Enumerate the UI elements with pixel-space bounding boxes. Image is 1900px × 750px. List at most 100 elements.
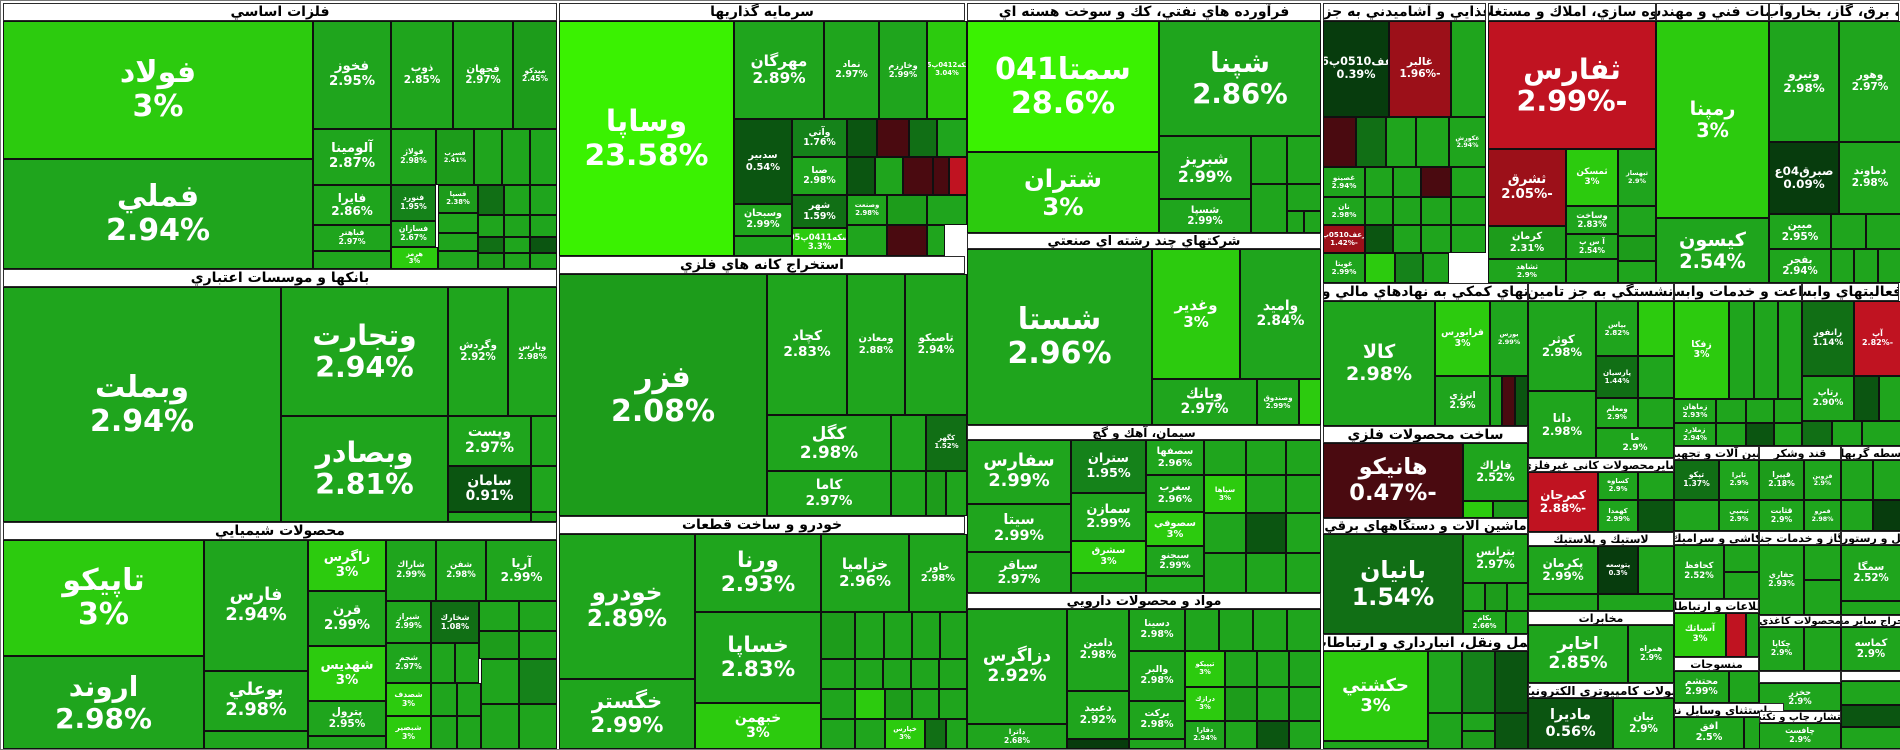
stock-tile-small[interactable] [1841, 727, 1900, 749]
stock-tile[interactable]: شهديس 3% [308, 646, 386, 701]
stock-tile[interactable]: پتوسعه 0.3% [1598, 546, 1638, 594]
stock-tile[interactable]: واميد 2.84% [1240, 249, 1321, 379]
stock-tile[interactable]: وتجارت 2.94% [281, 287, 448, 416]
stock-tile-small[interactable] [1618, 206, 1656, 236]
stock-tile[interactable] [1287, 136, 1321, 184]
stock-tile-small[interactable] [1286, 513, 1321, 553]
stock-tile-small[interactable] [1485, 583, 1507, 611]
stock-tile-small[interactable] [1451, 167, 1486, 197]
stock-tile-small[interactable] [530, 237, 557, 253]
stock-tile[interactable]: نيان 2.9% [1613, 698, 1674, 749]
stock-tile[interactable] [1638, 356, 1674, 398]
stock-tile-small[interactable] [502, 129, 530, 185]
stock-tile[interactable]: فباهنر 2.97% [313, 225, 391, 251]
stock-tile[interactable] [1746, 399, 1774, 423]
stock-tile[interactable]: شتران 3% [967, 152, 1159, 233]
stock-tile[interactable]: تپكو 1.37% [1674, 460, 1719, 500]
stock-tile[interactable]: همراه 2.9% [1628, 625, 1674, 683]
stock-tile[interactable] [1841, 460, 1873, 500]
stock-tile[interactable]: شسپا 2.99% [1159, 199, 1251, 233]
stock-tile-small[interactable] [912, 689, 939, 719]
stock-tile-small[interactable] [478, 237, 504, 253]
stock-tile[interactable]: چافست 2.9% [1759, 723, 1841, 749]
stock-tile[interactable]: فجهان 2.97% [453, 21, 513, 129]
stock-tile-small[interactable] [1257, 651, 1289, 687]
stock-tile[interactable] [1802, 421, 1832, 446]
stock-tile[interactable]: شاراك 2.99% [386, 540, 436, 601]
stock-tile[interactable]: وگردش 2.92% [448, 287, 508, 416]
stock-tile-small[interactable] [887, 225, 927, 256]
stock-tile[interactable]: فولاژ 2.98% [391, 129, 436, 185]
stock-tile[interactable]: خبهمن 3% [695, 703, 821, 749]
stock-tile[interactable]: شپنا 2.86% [1159, 21, 1321, 136]
stock-tile[interactable]: شخارك 1.08% [431, 601, 479, 643]
stock-tile[interactable]: سغرب 2.96% [1146, 475, 1204, 512]
stock-tile[interactable] [1774, 423, 1802, 446]
stock-tile-small[interactable] [1286, 553, 1321, 593]
stock-tile-small[interactable] [1246, 513, 1286, 553]
stock-tile[interactable]: زعف0510پ260.39% [1323, 21, 1389, 117]
stock-tile[interactable]: خگستر 2.99% [559, 679, 695, 749]
stock-tile[interactable] [1854, 376, 1879, 421]
stock-tile[interactable]: فخوز 2.95% [313, 21, 391, 129]
stock-tile[interactable] [877, 119, 909, 157]
stock-tile-small[interactable] [1287, 211, 1304, 233]
stock-tile-small[interactable] [855, 659, 883, 689]
stock-tile[interactable]: قپيرا 2.18% [1759, 460, 1804, 500]
stock-tile-small[interactable] [1365, 167, 1393, 197]
stock-tile[interactable]: وساپا 23.58% [559, 21, 734, 256]
stock-tile[interactable]: سصفها 2.96% [1146, 440, 1204, 475]
stock-tile[interactable]: فسرب 2.41% [436, 129, 474, 185]
stock-tile[interactable]: وبصادر 2.81% [281, 416, 448, 522]
stock-tile-small[interactable] [1219, 609, 1253, 651]
stock-tile-small[interactable] [939, 689, 967, 719]
stock-tile-small[interactable] [1204, 553, 1246, 593]
stock-tile[interactable] [1746, 613, 1759, 657]
stock-tile[interactable]: دماوند 2.98% [1839, 142, 1900, 214]
stock-tile[interactable]: تاپيكو 3% [3, 540, 204, 656]
stock-tile-small[interactable] [1804, 545, 1841, 580]
stock-tile-small[interactable] [1462, 731, 1495, 749]
stock-tile[interactable]: فسازان 2.67% [391, 221, 436, 247]
stock-tile[interactable]: فارس 2.94% [204, 540, 308, 671]
stock-tile[interactable]: خساپا 2.83% [695, 612, 821, 703]
stock-tile[interactable]: اخابر 2.85% [1528, 625, 1628, 683]
stock-tile[interactable]: سمگا 2.52% [1841, 545, 1900, 601]
stock-tile[interactable]: سفارس 2.99% [967, 440, 1071, 504]
stock-tile[interactable]: سصوفي 3% [1146, 512, 1204, 546]
stock-tile[interactable]: ثبهساز 2.9% [1618, 149, 1656, 206]
stock-tile[interactable]: آ س پ 2.54% [1566, 234, 1618, 259]
stock-tile[interactable] [1841, 601, 1900, 615]
stock-tile[interactable] [821, 612, 855, 659]
stock-tile-small[interactable] [1674, 500, 1719, 531]
stock-tile[interactable]: تپمپي 2.9% [1719, 500, 1759, 531]
stock-tile[interactable]: تايرا 2.9% [1719, 460, 1759, 500]
stock-tile[interactable]: سامان 0.91% [448, 466, 531, 512]
stock-tile[interactable]: خاور 2.98% [909, 534, 967, 612]
stock-tile-small[interactable] [1462, 713, 1495, 731]
stock-tile[interactable]: قرن 2.99% [308, 591, 386, 646]
stock-tile[interactable] [1774, 399, 1802, 423]
stock-tile[interactable]: قمرو 2.98% [1804, 500, 1841, 531]
stock-tile-small[interactable] [940, 612, 967, 659]
stock-tile[interactable]: سكه0412پ053.04% [927, 21, 967, 119]
stock-tile[interactable]: نان 2.98% [1323, 197, 1365, 225]
stock-tile-small[interactable] [1841, 681, 1900, 705]
stock-tile[interactable] [821, 689, 855, 719]
stock-tile-small[interactable] [519, 659, 557, 704]
stock-tile[interactable]: ومعادن 2.88% [847, 274, 905, 415]
stock-tile[interactable]: ما 2.9% [1596, 428, 1674, 458]
stock-tile[interactable]: دفارا 2.94% [1185, 721, 1225, 749]
stock-tile-small[interactable] [855, 719, 885, 749]
stock-tile[interactable]: مبين 2.95% [1769, 214, 1831, 249]
stock-tile[interactable]: سمتا041 28.6% [967, 21, 1159, 152]
stock-tile-small[interactable] [925, 719, 946, 749]
stock-tile[interactable]: زعف0510پ-1.42% [1323, 225, 1365, 253]
stock-tile[interactable]: فزر 2.08% [559, 274, 767, 516]
stock-tile[interactable] [438, 251, 478, 269]
stock-tile[interactable]: صبرق04ع 0.09% [1769, 142, 1839, 214]
stock-tile[interactable]: آلومينا 2.87% [313, 129, 391, 185]
stock-tile[interactable]: وبانك 2.97% [1152, 379, 1257, 425]
stock-tile[interactable] [1287, 184, 1321, 211]
stock-tile[interactable]: دامين 2.98% [1067, 609, 1129, 691]
